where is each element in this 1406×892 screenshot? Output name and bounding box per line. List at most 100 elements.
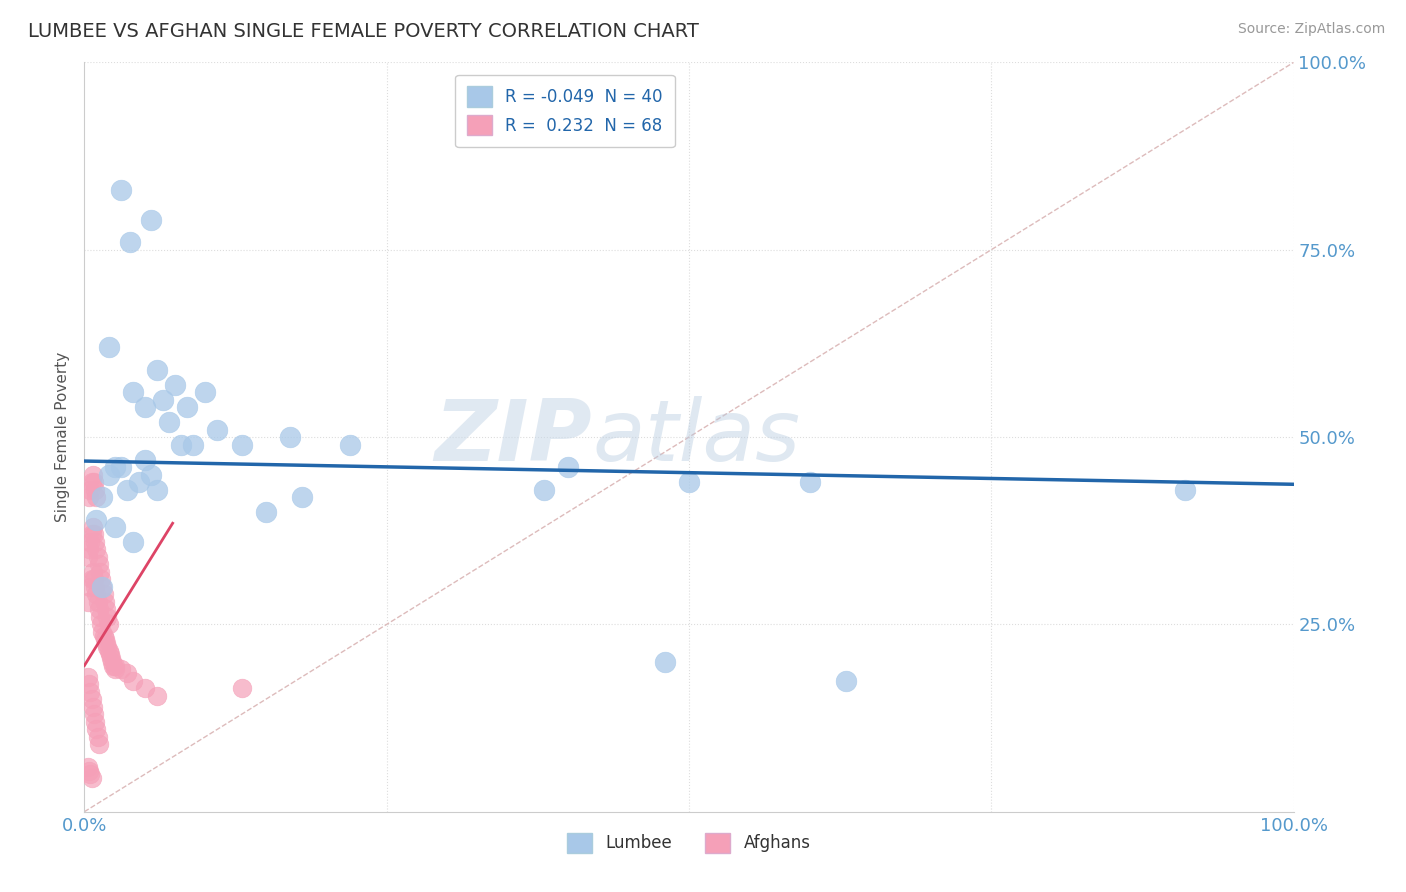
Point (110, 662, 132, 676)
Point (91, 490, 114, 504)
Point (176, 400, 198, 414)
Point (104, 658, 127, 673)
Point (80, 692, 103, 706)
Point (79, 580, 101, 594)
Point (194, 385, 217, 400)
Point (94, 636, 117, 650)
Point (165, 377, 187, 392)
Point (86, 587, 108, 601)
Point (86, 595, 108, 609)
Point (97, 617, 120, 632)
Point (97, 340, 120, 354)
Point (91, 580, 114, 594)
Point (128, 475, 150, 489)
Point (98, 648, 121, 662)
Point (170, 437, 193, 451)
Point (101, 655, 124, 669)
Point (94, 595, 117, 609)
Text: ZIP: ZIP (434, 395, 592, 479)
Point (77, 677, 100, 691)
Point (97, 467, 120, 482)
Point (678, 475, 700, 489)
Point (77, 764, 100, 778)
Point (89, 565, 111, 579)
Point (90, 573, 112, 587)
Point (134, 452, 156, 467)
Point (79, 685, 101, 699)
Point (80, 527, 103, 541)
Point (533, 483, 555, 497)
Point (79, 483, 101, 497)
Point (80, 573, 103, 587)
Point (86, 542, 108, 557)
Point (83, 527, 105, 541)
Point (104, 662, 127, 676)
Text: LUMBEE VS AFGHAN SINGLE FEMALE POVERTY CORRELATION CHART: LUMBEE VS AFGHAN SINGLE FEMALE POVERTY C… (28, 22, 699, 41)
Point (77, 595, 100, 609)
Point (835, 673, 858, 688)
Point (82, 520, 104, 534)
Point (80, 475, 103, 489)
Text: atlas: atlas (592, 395, 800, 479)
Point (83, 573, 105, 587)
Point (134, 681, 156, 695)
Point (86, 490, 108, 504)
Point (82, 565, 104, 579)
Point (231, 437, 253, 451)
Point (104, 520, 127, 534)
Point (83, 475, 105, 489)
Point (87, 737, 110, 751)
Point (96, 640, 118, 654)
Point (91, 624, 114, 639)
Point (77, 670, 100, 684)
Point (104, 460, 127, 475)
Point (139, 467, 162, 482)
Point (77, 490, 100, 504)
Point (100, 651, 122, 665)
Point (146, 689, 169, 703)
Point (84, 483, 107, 497)
Point (82, 699, 104, 714)
Point (87, 558, 110, 572)
Point (181, 437, 204, 451)
Point (146, 362, 169, 376)
Point (79, 535, 101, 549)
Point (134, 400, 156, 414)
Point (93, 587, 115, 601)
Legend: Lumbee, Afghans: Lumbee, Afghans (561, 826, 817, 860)
Point (103, 658, 125, 673)
Point (231, 681, 253, 695)
Point (146, 483, 169, 497)
Point (77, 549, 100, 564)
Point (152, 392, 174, 407)
Y-axis label: Single Female Poverty: Single Female Poverty (55, 352, 70, 522)
Text: Source: ZipAtlas.com: Source: ZipAtlas.com (1237, 22, 1385, 37)
Point (110, 460, 132, 475)
Point (80, 771, 103, 785)
Point (121, 385, 143, 400)
Point (94, 602, 117, 616)
Point (121, 673, 143, 688)
Point (77, 760, 100, 774)
Point (339, 437, 361, 451)
Point (115, 666, 138, 681)
Point (121, 535, 143, 549)
Point (86, 549, 108, 564)
Point (90, 617, 112, 632)
Point (799, 475, 821, 489)
Point (84, 535, 107, 549)
Point (254, 505, 277, 519)
Point (278, 430, 301, 444)
Point (79, 767, 101, 781)
Point (291, 490, 314, 504)
Point (86, 730, 108, 744)
Point (91, 580, 114, 594)
Point (1174, 483, 1197, 497)
Point (157, 415, 180, 429)
Point (86, 512, 108, 526)
Point (84, 580, 107, 594)
Point (86, 723, 108, 737)
Point (77, 542, 100, 557)
Point (110, 183, 132, 197)
Point (97, 643, 120, 657)
